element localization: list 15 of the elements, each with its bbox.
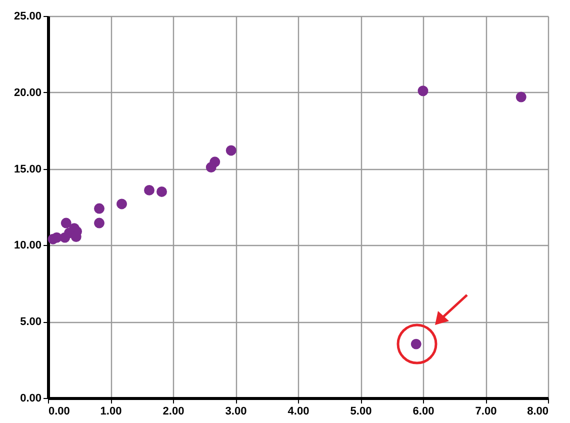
y-tick-label: 25.00 <box>14 10 42 22</box>
x-tick-label: 6.00 <box>412 406 434 418</box>
y-tick-label: 0.00 <box>20 392 42 404</box>
x-tick-label: 0.00 <box>48 406 70 418</box>
y-tick-label: 15.00 <box>14 163 42 176</box>
x-tick-label: 8.00 <box>527 406 548 418</box>
y-tick-label: 20.00 <box>14 86 42 99</box>
x-tick-label: 7.00 <box>475 406 497 418</box>
y-tick-label: 10.00 <box>14 240 42 252</box>
x-tick-label: 2.00 <box>162 406 184 418</box>
y-tick-label: 5.00 <box>20 316 42 328</box>
x-tick-label: 3.00 <box>225 406 247 418</box>
x-tick-label: 4.00 <box>288 406 310 418</box>
x-tick-label: 5.00 <box>350 406 372 418</box>
x-tick-label: 1.00 <box>100 406 122 418</box>
